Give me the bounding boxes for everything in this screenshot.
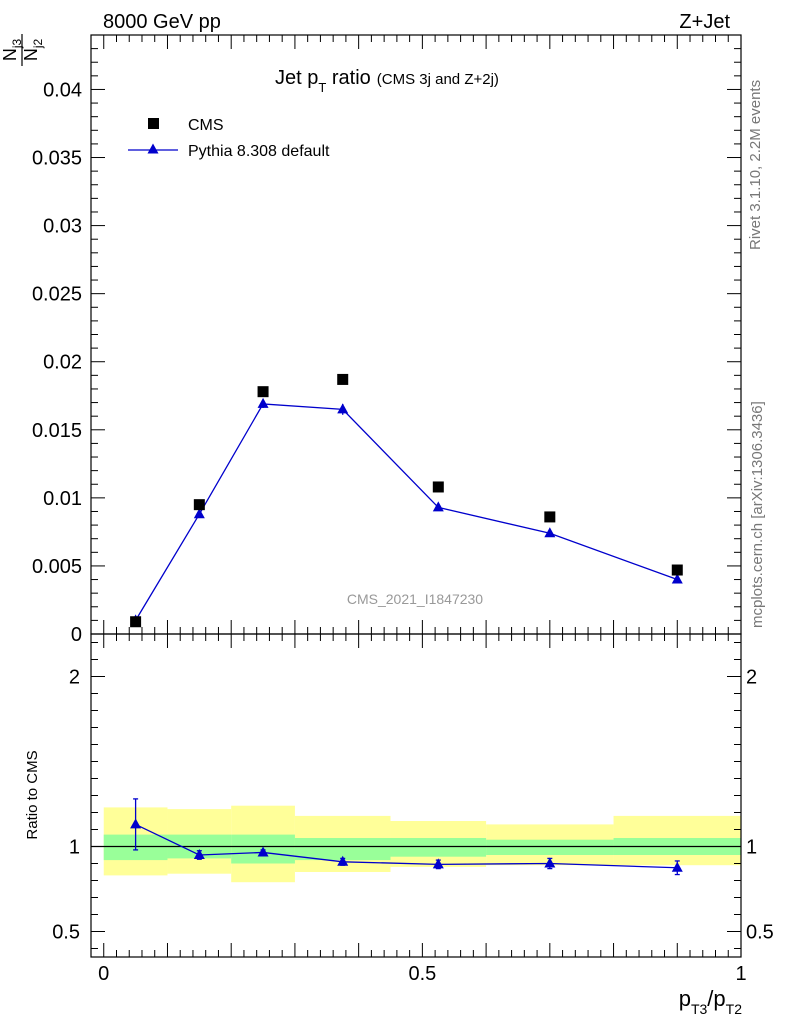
x-tick-label: 1 [735, 963, 746, 985]
ratio-pythia-point [130, 818, 142, 829]
pythia-point [671, 573, 683, 584]
analysis-watermark: CMS_2021_I1847230 [347, 591, 483, 607]
band-green-4 [390, 838, 487, 857]
ratio-uncertainty-bands [91, 805, 741, 883]
pythia-line [135, 403, 678, 621]
pythia-point [544, 527, 556, 538]
main-ylabel: Nj3 Nj2 [0, 34, 45, 66]
legend-cms-label: CMS [188, 117, 224, 134]
ratio-panel-frame [90, 633, 742, 958]
mcplots-label: mcplots.cern.ch [arXiv:1306.3436] [749, 401, 766, 628]
main-y-tick-label: 0.02 [43, 352, 82, 374]
ratio-pythia-point [432, 858, 444, 869]
pythia-point [257, 397, 269, 408]
main-y-tick-label: 0.01 [43, 488, 82, 510]
ratio-xlabel: pT3/pT2 [679, 986, 743, 1017]
band-green-3 [294, 838, 391, 861]
legend-cms-marker [148, 118, 159, 129]
ratio-y-tick-label: 1 [69, 837, 80, 859]
svg-text:Nj2: Nj2 [21, 39, 45, 62]
ratio-y-tick-label: 0.5 [52, 922, 80, 944]
main-panel-ticks: 0 0.005 0.01 0.015 0.02 0.025 0.03 0.035 0.04 [32, 34, 742, 646]
ratio-y-tick-label: 2 [69, 667, 80, 689]
ratio-panel-ticks: 0 0.5 10.5 0.51 12 2 [52, 634, 774, 985]
main-y-tick-label: 0.015 [32, 420, 82, 442]
process-label: Z+Jet [679, 11, 730, 33]
ratio-pythia-point [337, 855, 349, 866]
legend-pythia-label: Pythia 8.308 default [188, 143, 330, 160]
pythia-point [432, 501, 444, 512]
rivet-label: Rivet 3.1.10, 2.2M events [747, 80, 764, 250]
chart-title: Jet pT ratio (CMS 3j and Z+2j) [275, 67, 499, 95]
energy-label: 8000 GeV pp [103, 11, 221, 33]
legend-pythia-marker [147, 143, 159, 154]
ratio-pythia-point [671, 861, 683, 872]
cms-point [257, 386, 269, 398]
cms-point [671, 564, 683, 576]
ratio-y-tick-label-right: 0.5 [746, 922, 774, 944]
ratio-y-tick-label-right: 1 [746, 837, 757, 859]
pythia-point [193, 508, 205, 519]
cms-point [432, 481, 444, 493]
ratio-ylabel: Ratio to CMS [24, 750, 41, 839]
svg-text:Nj3: Nj3 [0, 39, 24, 62]
main-y-tick-label: 0.035 [32, 148, 82, 170]
cms-point [337, 373, 349, 385]
cms-point [130, 616, 142, 628]
main-y-tick-label: 0.005 [32, 556, 82, 578]
pythia-point [337, 403, 349, 414]
ratio-panel-series [130, 798, 683, 876]
band-green-5 [486, 839, 614, 855]
ratio-pythia-point [193, 849, 205, 859]
main-panel-series [130, 373, 683, 628]
cms-point [193, 499, 205, 511]
x-tick-label: 0 [98, 963, 109, 985]
ratio-y-tick-label-right: 2 [746, 667, 757, 689]
main-y-tick-label: 0.04 [43, 79, 82, 101]
cms-point [544, 511, 556, 523]
ratio-frame-rect [90, 633, 742, 958]
main-y-tick-label: 0.03 [43, 216, 82, 238]
main-y-tick-label: 0 [71, 624, 82, 646]
ratio-pythia-point [257, 846, 269, 857]
x-tick-label: 0.5 [408, 963, 436, 985]
main-y-tick-label: 0.025 [32, 284, 82, 306]
ratio-pythia-point [544, 857, 556, 868]
